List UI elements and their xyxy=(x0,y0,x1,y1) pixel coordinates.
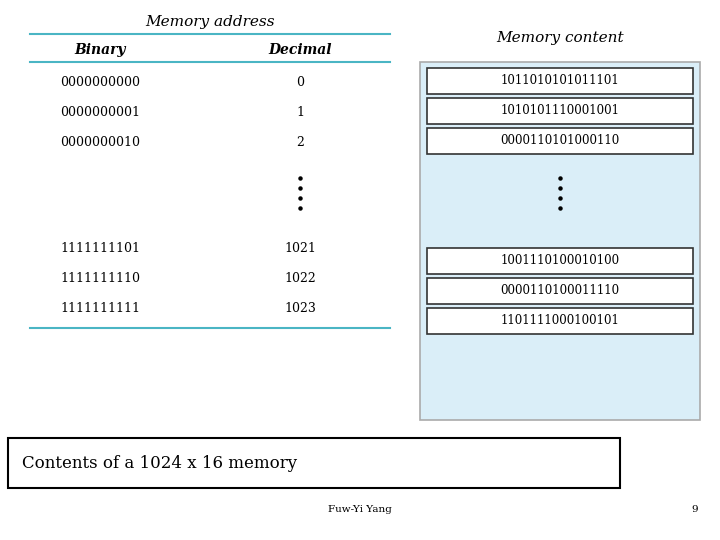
Text: Contents of a 1024 x 16 memory: Contents of a 1024 x 16 memory xyxy=(22,455,297,471)
Bar xyxy=(427,128,693,154)
Bar xyxy=(427,98,693,124)
Text: Memory content: Memory content xyxy=(496,31,624,45)
Text: 1111111110: 1111111110 xyxy=(60,272,140,285)
Text: 2: 2 xyxy=(296,136,304,148)
Text: 1001110100010100: 1001110100010100 xyxy=(500,254,620,267)
Text: 0000000010: 0000000010 xyxy=(60,136,140,148)
Text: 0: 0 xyxy=(296,76,304,89)
Bar xyxy=(427,278,693,304)
Text: Memory address: Memory address xyxy=(145,15,275,29)
Bar xyxy=(427,248,693,274)
Bar xyxy=(420,62,700,420)
Text: 0000110100011110: 0000110100011110 xyxy=(500,285,620,298)
Text: 1010101110001001: 1010101110001001 xyxy=(500,105,619,118)
Text: 1023: 1023 xyxy=(284,301,316,314)
Text: Binary: Binary xyxy=(74,43,126,57)
Text: 1021: 1021 xyxy=(284,241,316,254)
Text: 1022: 1022 xyxy=(284,272,316,285)
Text: 0000110101000110: 0000110101000110 xyxy=(500,134,620,147)
Text: 1: 1 xyxy=(296,105,304,118)
Bar xyxy=(427,308,693,334)
Text: Decimal: Decimal xyxy=(269,43,332,57)
Bar xyxy=(8,438,620,488)
Text: 1111111111: 1111111111 xyxy=(60,301,140,314)
Bar xyxy=(427,68,693,94)
Text: 9: 9 xyxy=(692,505,698,515)
Text: 1101111000100101: 1101111000100101 xyxy=(500,314,619,327)
Text: 0000000001: 0000000001 xyxy=(60,105,140,118)
Text: 1111111101: 1111111101 xyxy=(60,241,140,254)
Text: 0000000000: 0000000000 xyxy=(60,76,140,89)
Text: 1011010101011101: 1011010101011101 xyxy=(500,75,619,87)
Text: Fuw-Yi Yang: Fuw-Yi Yang xyxy=(328,505,392,515)
